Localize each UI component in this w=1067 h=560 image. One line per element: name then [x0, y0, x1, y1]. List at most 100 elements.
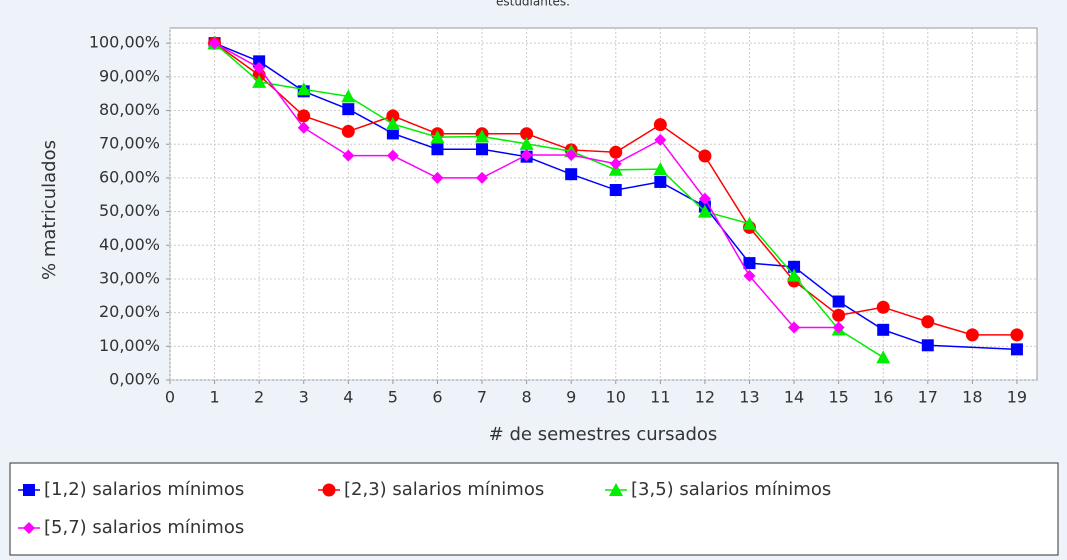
- marker: [565, 148, 578, 161]
- marker: [877, 323, 890, 336]
- marker: [519, 136, 534, 150]
- marker: [609, 145, 623, 159]
- marker: [832, 308, 846, 322]
- chart-title: estudiantes.: [496, 0, 570, 9]
- marker: [431, 143, 444, 156]
- y-tick-label: 0,00%: [109, 370, 160, 389]
- marker: [431, 171, 444, 184]
- marker: [921, 315, 935, 329]
- x-tick-label: 0: [165, 388, 175, 407]
- marker: [1010, 343, 1023, 356]
- x-tick-label: 13: [739, 388, 759, 407]
- marker: [565, 168, 578, 181]
- marker: [609, 483, 623, 496]
- marker: [1010, 328, 1024, 342]
- marker: [296, 82, 311, 96]
- x-tick-label: 16: [873, 388, 893, 407]
- legend-label: [1,2) salarios mínimos: [44, 479, 244, 500]
- plot-area: [169, 27, 1038, 381]
- marker: [385, 117, 400, 130]
- marker: [698, 149, 712, 163]
- marker: [475, 129, 490, 143]
- marker: [654, 175, 667, 188]
- x-tick-label: 4: [343, 388, 353, 407]
- marker: [23, 484, 35, 496]
- marker: [609, 157, 622, 170]
- marker: [252, 74, 267, 88]
- marker: [743, 257, 756, 270]
- marker: [297, 121, 310, 134]
- x-tick-label: 17: [918, 388, 938, 407]
- x-tick-label: 2: [254, 388, 264, 407]
- marker: [520, 127, 534, 141]
- y-tick-label: 20,00%: [99, 302, 160, 321]
- y-tick-label: 50,00%: [99, 201, 160, 220]
- x-tick-label: 9: [566, 388, 576, 407]
- marker: [253, 61, 266, 74]
- marker: [341, 124, 355, 138]
- y-axis-label: % matriculados: [39, 140, 60, 280]
- marker: [787, 268, 802, 282]
- x-tick-label: 7: [477, 388, 487, 407]
- marker: [653, 118, 667, 132]
- marker: [698, 192, 711, 205]
- marker: [386, 149, 399, 162]
- marker: [297, 109, 311, 123]
- marker: [788, 260, 801, 273]
- marker: [342, 149, 355, 162]
- marker: [386, 109, 400, 123]
- marker: [322, 483, 336, 497]
- x-tick-label: 19: [1007, 388, 1027, 407]
- marker: [430, 130, 445, 144]
- marker: [476, 143, 489, 156]
- marker: [832, 295, 845, 308]
- marker: [921, 339, 934, 352]
- x-tick-label: 14: [784, 388, 804, 407]
- legend-label: [2,3) salarios mínimos: [344, 479, 544, 500]
- marker: [965, 328, 979, 342]
- x-tick-label: 5: [388, 388, 398, 407]
- y-tick-label: 30,00%: [99, 268, 160, 287]
- marker: [743, 269, 756, 282]
- x-axis-label: # de semestres cursados: [489, 424, 718, 445]
- marker: [697, 204, 712, 218]
- x-tick-label: 6: [432, 388, 442, 407]
- x-tick-label: 3: [299, 388, 309, 407]
- y-tick-label: 60,00%: [99, 167, 160, 186]
- marker: [342, 103, 355, 116]
- legend-label: [3,5) salarios mínimos: [631, 479, 831, 500]
- legend: [9, 462, 1059, 556]
- series-line: [214, 42, 1017, 351]
- x-tick-label: 12: [695, 388, 715, 407]
- x-tick-label: 1: [209, 388, 219, 407]
- x-tick-label: 15: [828, 388, 848, 407]
- series-line: [214, 42, 884, 359]
- marker: [876, 350, 891, 364]
- marker: [654, 133, 667, 146]
- marker: [253, 55, 266, 68]
- x-tick-label: 11: [650, 388, 670, 407]
- x-tick-label: 18: [962, 388, 982, 407]
- y-tick-label: 10,00%: [99, 336, 160, 355]
- marker: [609, 184, 622, 197]
- legend-label: [5,7) salarios mínimos: [44, 517, 244, 538]
- marker: [476, 171, 489, 184]
- marker: [386, 127, 399, 140]
- x-tick-label: 8: [522, 388, 532, 407]
- y-tick-label: 70,00%: [99, 134, 160, 153]
- marker: [520, 148, 533, 161]
- y-tick-label: 40,00%: [99, 235, 160, 254]
- marker: [341, 89, 356, 103]
- marker: [208, 37, 221, 50]
- y-tick-label: 100,00%: [89, 33, 160, 52]
- marker: [742, 216, 757, 230]
- marker: [653, 162, 668, 176]
- y-tick-label: 90,00%: [99, 66, 160, 85]
- y-tick-label: 80,00%: [99, 100, 160, 119]
- marker: [788, 321, 801, 334]
- marker: [876, 300, 890, 314]
- marker: [832, 321, 845, 334]
- marker: [23, 522, 35, 534]
